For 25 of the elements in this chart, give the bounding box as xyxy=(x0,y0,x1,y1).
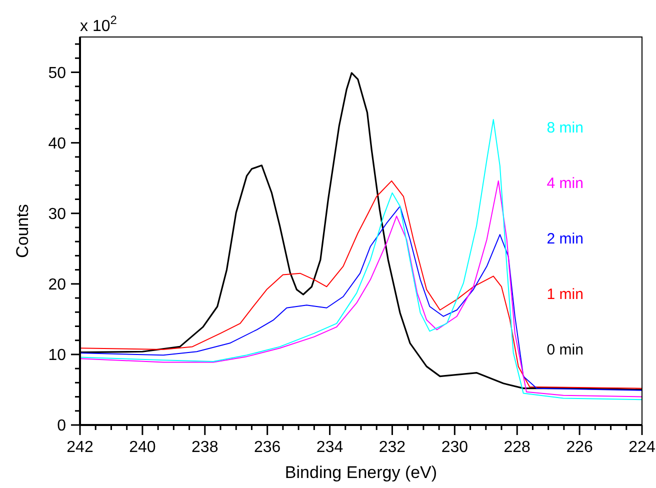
y-tick-label: 30 xyxy=(48,206,66,223)
x-tick-label: 226 xyxy=(566,439,593,456)
text: 0 min xyxy=(546,341,584,358)
x-tick-label: 234 xyxy=(316,439,344,456)
x-tick-label: 228 xyxy=(504,439,531,456)
y-axis-title: Counts xyxy=(13,204,32,258)
y-tick-label: 20 xyxy=(48,276,66,294)
text: x 10$^{2}$ xyxy=(80,13,118,35)
x-axis-title: Binding Energy (eV) xyxy=(284,463,438,482)
y-tick-label: 50 xyxy=(48,64,66,82)
x-tick-label: 224 xyxy=(628,439,656,456)
x-tick-label: 232 xyxy=(378,439,406,456)
y-tick-label: 40 xyxy=(48,135,66,152)
text: 1 min xyxy=(546,286,584,303)
x-tick-label: 230 xyxy=(441,439,468,456)
text: 8 min xyxy=(546,119,584,136)
y-tick-label: 0 xyxy=(57,418,66,435)
text: 2 min xyxy=(546,230,584,248)
x-tick-label: 236 xyxy=(254,439,281,456)
text: 4 min xyxy=(546,174,584,192)
x-tick-label: 238 xyxy=(192,439,218,456)
y-tick-label: 10 xyxy=(48,347,66,364)
x-tick-label: 240 xyxy=(129,439,156,456)
x-tick-label: 242 xyxy=(66,439,94,456)
line-series xyxy=(80,119,642,400)
